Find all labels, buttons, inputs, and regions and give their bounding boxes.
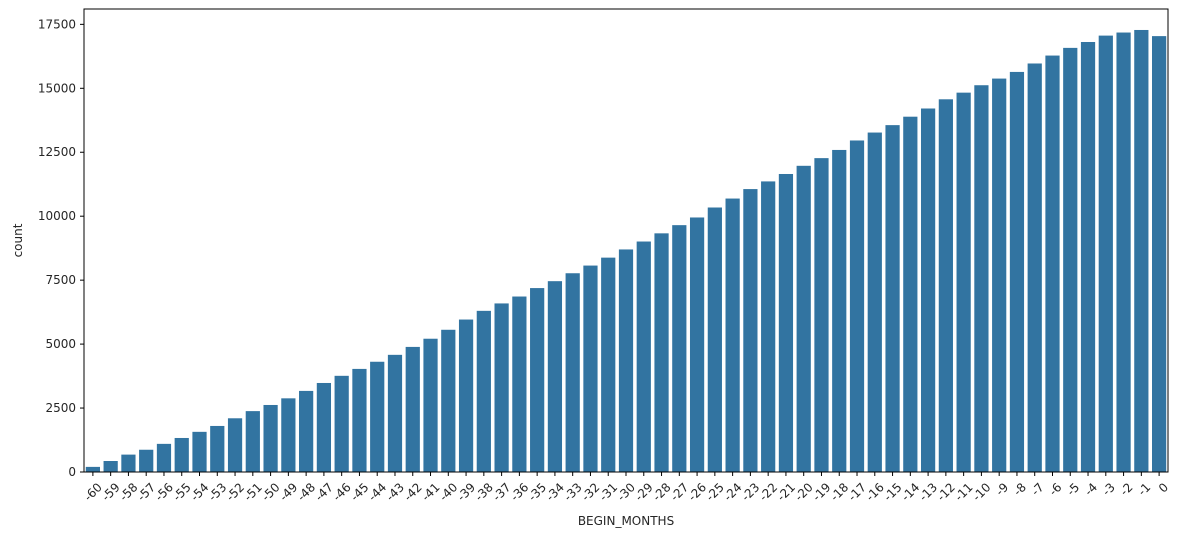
x-tick-label: -2 (1117, 480, 1135, 498)
bar--31 (601, 257, 616, 472)
bar--47 (316, 382, 332, 472)
bar--14 (903, 116, 918, 473)
bar--4 (1080, 41, 1096, 472)
x-axis: -60-59-58-57-56-55-54-53-52-51-50-49-48-… (81, 472, 1171, 504)
bar--51 (245, 411, 260, 472)
bar--21 (778, 173, 794, 473)
bar-0 (1152, 36, 1167, 472)
bar--20 (796, 165, 811, 472)
y-axis: 0 2500 5000 7500 10000 12500 15000 17500 (38, 17, 84, 479)
bar--46 (334, 375, 349, 472)
y-tick-label: 17500 (38, 17, 76, 31)
bar--48 (299, 390, 314, 472)
bar--10 (974, 85, 989, 472)
bar--60 (85, 466, 100, 472)
bar--39 (458, 319, 474, 472)
bar--13 (920, 108, 936, 473)
x-axis-label: BEGIN_MONTHS (578, 514, 674, 528)
bar--33 (565, 273, 580, 472)
bar--37 (494, 303, 509, 472)
bar--53 (210, 425, 225, 472)
bar--6 (1045, 55, 1060, 473)
bar--30 (618, 249, 634, 472)
bar--1 (1134, 29, 1149, 473)
bar--9 (992, 78, 1007, 472)
bar--54 (192, 431, 207, 472)
bar--42 (405, 346, 420, 472)
bar--32 (583, 265, 598, 472)
y-tick-label: 7500 (45, 273, 76, 287)
x-tick-label: -9 (993, 480, 1011, 498)
bar--38 (476, 310, 491, 472)
y-tick-label: 0 (68, 465, 76, 479)
bar--35 (530, 288, 545, 472)
bar--41 (423, 338, 438, 472)
y-tick-label: 15000 (38, 81, 76, 95)
bar--26 (689, 217, 705, 472)
y-tick-label: 10000 (38, 209, 76, 223)
y-tick-label: 2500 (45, 401, 76, 415)
bar--44 (370, 361, 385, 472)
x-tick-label: -5 (1064, 480, 1082, 498)
x-tick-label: -7 (1028, 480, 1046, 498)
bar--15 (885, 125, 900, 473)
bar--57 (139, 449, 154, 472)
bar--40 (441, 329, 456, 472)
bar--43 (387, 354, 403, 472)
x-tick-label: 0 (1156, 480, 1171, 495)
bar--34 (547, 281, 563, 472)
x-tick-label: -3 (1100, 480, 1118, 498)
bar--50 (263, 404, 278, 472)
bar--27 (672, 225, 687, 472)
bar--59 (103, 461, 118, 472)
bar--45 (352, 368, 367, 472)
x-tick-label: -10 (970, 480, 994, 504)
bar--56 (156, 443, 172, 472)
bar--52 (227, 418, 243, 472)
bar--28 (654, 233, 669, 472)
bar--29 (636, 241, 651, 472)
bar--3 (1098, 35, 1113, 473)
x-tick-label: -8 (1011, 480, 1029, 498)
bar--18 (832, 149, 847, 472)
bar--25 (707, 207, 722, 473)
bar--24 (725, 198, 740, 472)
x-tick-label: -6 (1046, 480, 1064, 498)
bar--7 (1027, 63, 1042, 473)
bar--5 (1063, 47, 1078, 472)
bar--49 (281, 398, 296, 472)
bar--19 (814, 158, 829, 472)
bar--23 (743, 189, 758, 472)
bar--58 (121, 454, 136, 472)
x-tick-label: -4 (1082, 480, 1100, 498)
bar--22 (761, 181, 776, 472)
bars-group (85, 29, 1167, 473)
bar--8 (1009, 71, 1025, 473)
bar--12 (938, 99, 953, 472)
bar--36 (512, 296, 527, 472)
x-tick-label: -1 (1135, 480, 1153, 498)
bar--17 (849, 140, 865, 473)
bar--16 (867, 132, 882, 472)
y-tick-label: 5000 (45, 337, 76, 351)
bar--2 (1116, 32, 1131, 473)
y-tick-label: 12500 (38, 145, 76, 159)
bar--11 (956, 92, 971, 472)
bar--55 (174, 437, 189, 472)
plot-frame (83, 8, 1169, 473)
y-axis-label: count (11, 223, 25, 257)
